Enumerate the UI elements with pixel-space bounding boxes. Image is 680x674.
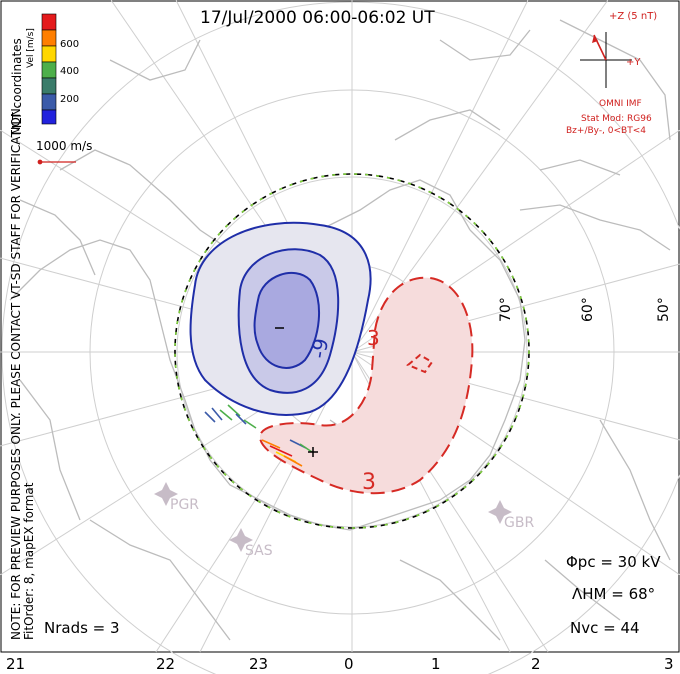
vector-count: Nvc = 44	[570, 619, 640, 637]
preview-note: NOTE: FOR PREVIEW PURPOSES ONLY. PLEASE …	[9, 104, 36, 640]
radar-count: Nrads = 3	[44, 619, 120, 637]
contour-label-pos-outer: 3	[362, 470, 376, 495]
colorbar	[41, 13, 57, 125]
velocity-vectors	[204, 404, 313, 467]
radar-label-sas: SAS	[245, 543, 273, 559]
positive-potential-cell	[259, 276, 474, 495]
imf-source: OMNI IMF	[599, 99, 642, 109]
map-title: 17/Jul/2000 06:00-06:02 UT	[200, 8, 435, 28]
cross-polar-potential: Φpc = 30 kV	[566, 553, 661, 571]
colorbar-tick-600: 600	[60, 39, 80, 50]
reference-vector-label: 1000 m/s	[36, 139, 93, 153]
fit-order-note: FitOrder: 8, mapEX format	[22, 482, 36, 640]
colorbar-tick-200: 200	[60, 94, 80, 105]
radar-sites	[154, 482, 512, 552]
colorbar-label: Vel [m/s]	[26, 28, 36, 68]
mlt-tick-0: 0	[344, 655, 354, 673]
colorbar-tick-400: 400	[60, 66, 80, 77]
contour-label-neg-ring: -9	[306, 336, 334, 361]
contour-label-pos-ring: 3	[367, 326, 380, 350]
mlt-tick-22: 22	[156, 655, 176, 673]
stat-mod-label: Stat Mod: RG96	[581, 114, 652, 124]
lat-label-50: 50°	[656, 297, 672, 322]
radar-label-pgr: PGR	[170, 497, 200, 513]
imf-z-label: +Z (5 nT)	[609, 11, 658, 22]
bz-by-label: Bz+/By-, 0<BT<4	[566, 126, 646, 136]
potential-extrema	[275, 327, 318, 457]
mlt-tick-2: 2	[531, 655, 541, 673]
mlt-tick-21: 21	[6, 655, 26, 673]
negative-potential-cell	[189, 221, 372, 416]
hm-boundary-latitude: ΛHM = 68°	[572, 585, 656, 603]
reference-vector	[37, 159, 76, 165]
lat-label-60: 60°	[580, 297, 596, 322]
imf-clock	[580, 32, 632, 88]
contour-label-neg-center: −	[272, 318, 273, 319]
plot-frame	[0, 0, 680, 653]
imf-y-label: +Y	[626, 57, 641, 68]
mlt-tick-23: 23	[249, 655, 269, 673]
mlt-tick-1: 1	[431, 655, 441, 673]
hm-boundary-vectors	[174, 173, 530, 529]
radar-label-gbr: GBR	[504, 515, 535, 531]
mlt-tick-3: 3	[664, 655, 674, 673]
lat-label-70: 70°	[498, 297, 514, 322]
